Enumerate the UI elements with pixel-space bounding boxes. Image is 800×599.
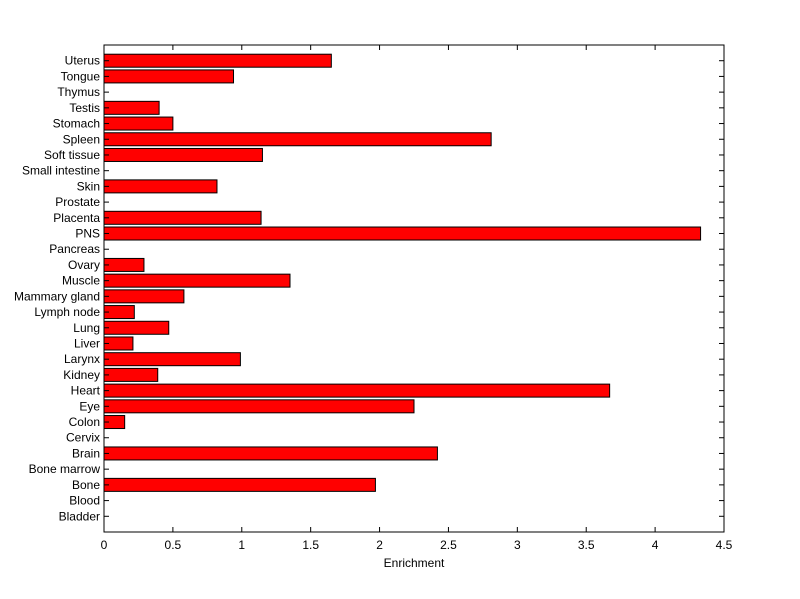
bar-pns (103, 226, 702, 241)
y-tick-label: Tongue (61, 69, 101, 83)
bar-heart (103, 383, 611, 398)
bar-brain (103, 446, 438, 461)
y-tick-label: Cervix (66, 431, 100, 445)
y-tick-label: Thymus (57, 85, 100, 99)
y-tick-label: Uterus (65, 54, 100, 68)
bar-uterus (103, 53, 332, 68)
y-tick-label: Pancreas (49, 242, 100, 256)
y-tick-label: Liver (74, 336, 100, 350)
y-tick-label: Mammary gland (14, 289, 100, 303)
bar-bone (103, 477, 376, 492)
y-tick-label: Kidney (63, 368, 100, 382)
x-tick-label: 4 (652, 538, 659, 552)
bar-larynx (103, 352, 241, 367)
bar-skin (103, 179, 218, 194)
bars-group (103, 53, 702, 492)
y-tick-label: Placenta (53, 211, 100, 225)
bar-tongue (103, 69, 235, 84)
y-tick-label: Muscle (62, 274, 100, 288)
x-axis-title: Enrichment (384, 556, 445, 570)
x-tick-label: 0.5 (165, 538, 182, 552)
y-tick-label: Small intestine (22, 164, 100, 178)
y-tick-label: Skin (77, 179, 100, 193)
y-tick-label: Larynx (64, 352, 100, 366)
y-tick-label: Testis (69, 101, 100, 115)
y-tick-label: Lymph node (34, 305, 100, 319)
plot-frame (103, 44, 725, 533)
bar-spleen (103, 132, 492, 147)
bar-mammary-gland (103, 289, 185, 304)
y-tick-label: Bone (72, 478, 100, 492)
x-tick-label: 1.5 (302, 538, 319, 552)
x-tick-label: 2.5 (440, 538, 457, 552)
x-tick-label: 2 (376, 538, 383, 552)
bar-lung (103, 320, 170, 335)
y-tick-label: Blood (69, 494, 100, 508)
y-tick-label: Eye (79, 399, 100, 413)
bar-stomach (103, 116, 174, 131)
x-tick-label: 3.5 (578, 538, 595, 552)
bar-placenta (103, 210, 262, 225)
ticks-group (103, 45, 725, 532)
x-tick-label: 3 (514, 538, 521, 552)
bar-kidney (103, 367, 159, 382)
y-tick-label: Lung (73, 321, 100, 335)
bar-testis (103, 100, 160, 115)
bar-ovary (103, 257, 145, 272)
y-tick-label: Ovary (68, 258, 100, 272)
y-tick-label: PNS (75, 227, 100, 241)
y-tick-label: Colon (69, 415, 100, 429)
x-tick-label: 4.5 (716, 538, 733, 552)
y-tick-label: Stomach (53, 117, 100, 131)
x-tick-label: 0 (101, 538, 108, 552)
y-tick-label: Soft tissue (44, 148, 100, 162)
bar-soft-tissue (103, 147, 263, 162)
y-tick-label: Brain (72, 446, 100, 460)
y-tick-label: Heart (71, 384, 101, 398)
bar-eye (103, 399, 415, 414)
y-tick-label: Spleen (63, 132, 100, 146)
y-tick-label: Prostate (55, 195, 100, 209)
y-tick-label: Bone marrow (29, 462, 101, 476)
x-tick-label: 1 (238, 538, 245, 552)
y-tick-label: Bladder (59, 509, 100, 523)
bar-muscle (103, 273, 291, 288)
